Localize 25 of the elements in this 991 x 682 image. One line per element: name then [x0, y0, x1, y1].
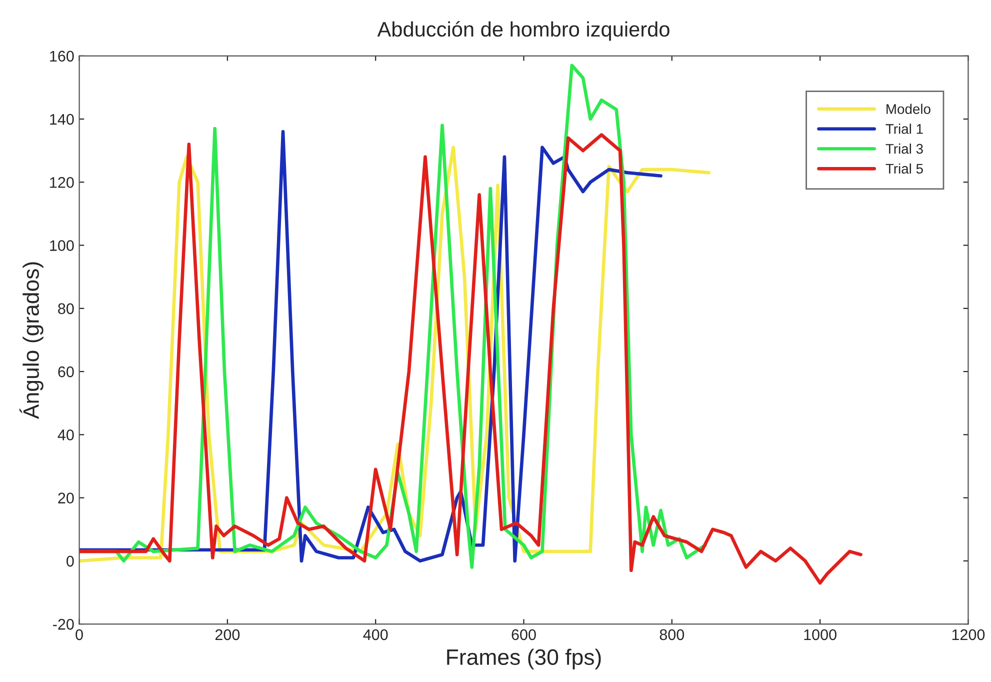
x-tick-label: 400 [363, 629, 388, 640]
x-tick-label: 1000 [804, 629, 836, 640]
y-tick-label: 120 [50, 177, 74, 188]
legend-label: Trial 1 [886, 124, 923, 134]
y-tick-label: 60 [58, 366, 74, 378]
y-tick-label: 140 [50, 114, 74, 125]
legend-label: Trial 3 [886, 144, 923, 154]
y-tick-label: 100 [50, 240, 74, 251]
y-tick-label: 20 [58, 492, 74, 504]
legend-label: Modelo [886, 104, 930, 114]
x-tick-label: 600 [512, 629, 536, 640]
y-tick-label: 40 [58, 430, 74, 440]
y-tick-label: 0 [66, 556, 74, 567]
y-tick-label: -20 [53, 618, 74, 630]
y-tick-label: 160 [50, 50, 74, 62]
x-axis-title: Frames (30 fps) [447, 648, 601, 670]
legend-label: Trial 5 [886, 163, 923, 174]
chart-title: Abducción de hombro izquierdo [377, 21, 670, 41]
x-tick-label: 200 [215, 629, 240, 640]
x-tick-label: 0 [76, 629, 83, 640]
x-tick-label: 1200 [952, 629, 985, 640]
y-axis-title: Ángulo (grados) [19, 262, 44, 419]
x-tick-label: 800 [660, 629, 684, 640]
y-tick-label: 80 [58, 303, 74, 314]
line-series [79, 133, 862, 585]
